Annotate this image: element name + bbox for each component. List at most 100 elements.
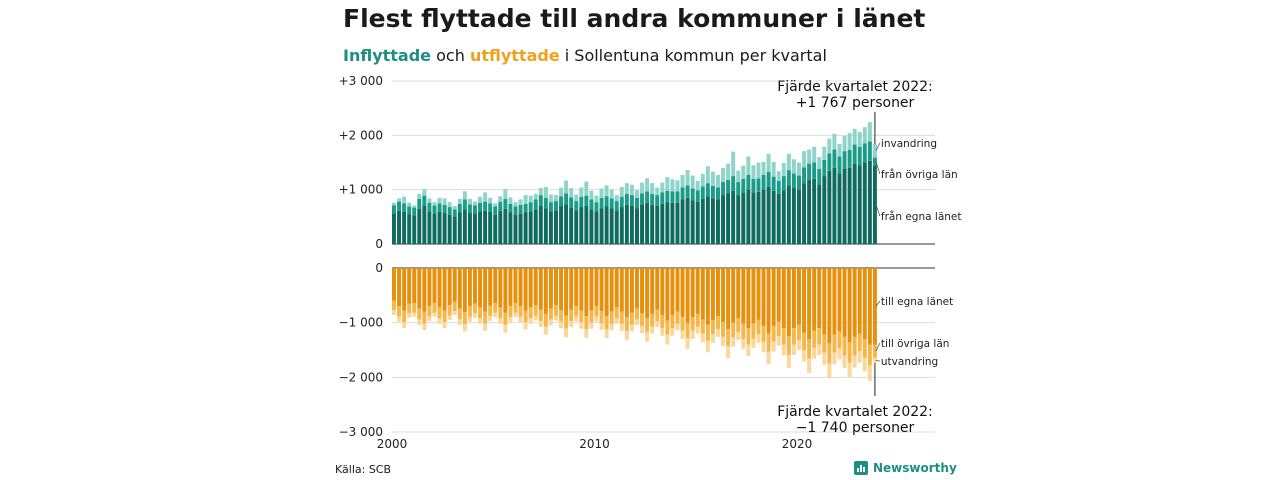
bar-out-ovriga — [655, 309, 660, 322]
bar-in-egna — [392, 213, 396, 244]
bar-in-invandring — [589, 190, 594, 200]
bar-out-egna — [554, 268, 558, 306]
bar-out-ovriga — [528, 307, 533, 319]
bar-in-invandring — [751, 165, 756, 179]
bar-out-utvandring — [812, 347, 817, 359]
bar-out-ovriga — [731, 322, 736, 338]
bar-in-ovriga — [533, 199, 538, 210]
bar-out-utvandring — [528, 318, 533, 324]
bar-in-egna — [513, 214, 518, 244]
bar-out-ovriga — [629, 312, 634, 325]
bar-in-invandring — [478, 196, 483, 203]
bar-out-ovriga — [650, 313, 655, 327]
bar-in-egna — [437, 211, 442, 244]
bar-in-invandring — [503, 189, 508, 199]
bar-out-egna — [700, 268, 705, 320]
bar-out-utvandring — [457, 319, 462, 325]
bar-out-egna — [518, 268, 523, 307]
bar-in-invandring — [771, 161, 776, 177]
bar-out-utvandring — [807, 358, 812, 373]
bar-in-egna — [716, 199, 720, 244]
bar-in-egna — [781, 190, 786, 244]
bar-out-egna — [432, 268, 437, 303]
bar-out-utvandring — [766, 351, 771, 365]
bar-in-invandring — [635, 190, 639, 198]
bar-in-egna — [533, 209, 538, 244]
bar-out-ovriga — [493, 302, 498, 313]
bar-in-invandring — [721, 167, 726, 183]
bar-out-egna — [584, 268, 589, 317]
bar-in-egna — [417, 208, 422, 244]
bar-out-egna — [832, 268, 837, 335]
bar-in-ovriga — [872, 157, 877, 166]
bar-in-ovriga — [498, 201, 503, 211]
bar-out-ovriga — [609, 311, 614, 324]
bar-in-ovriga — [478, 202, 483, 212]
bar-out-egna — [781, 268, 786, 329]
bar-out-egna — [731, 268, 736, 323]
x-tick-label: 2010 — [579, 437, 610, 451]
bar-out-egna — [746, 268, 751, 329]
bar-in-ovriga — [857, 146, 862, 166]
bar-out-ovriga — [437, 307, 442, 319]
bar-out-utvandring — [569, 321, 574, 328]
bar-out-ovriga — [457, 308, 462, 320]
bar-out-utvandring — [559, 321, 564, 329]
bar-in-egna — [812, 178, 817, 244]
bar-in-egna — [559, 206, 564, 244]
bar-in-egna — [797, 189, 801, 244]
bar-in-egna — [427, 211, 432, 244]
bar-out-egna — [503, 268, 508, 313]
bar-in-invandring — [812, 146, 817, 163]
bar-in-ovriga — [695, 190, 700, 202]
bar-out-egna — [508, 268, 513, 307]
series-label-out-ovriga: till övriga län — [881, 338, 950, 350]
series-label-leader — [875, 204, 881, 217]
bar-out-ovriga — [503, 312, 508, 325]
bar-in-egna — [508, 212, 513, 244]
bar-in-egna — [857, 165, 862, 244]
bar-in-ovriga — [594, 202, 599, 212]
annotation-lower-line1: Fjärde kvartalet 2022: — [777, 404, 933, 420]
bar-out-egna — [807, 268, 812, 340]
bar-out-utvandring — [791, 344, 796, 355]
bar-out-ovriga — [822, 334, 827, 353]
bar-out-utvandring — [746, 344, 751, 357]
bar-in-egna — [817, 184, 822, 244]
bar-in-invandring — [857, 132, 862, 147]
bar-out-ovriga — [776, 321, 781, 337]
bar-out-ovriga — [604, 316, 609, 330]
bar-in-egna — [655, 205, 660, 244]
bar-in-invandring — [432, 202, 437, 206]
bar-in-invandring — [827, 138, 832, 154]
bar-in-ovriga — [538, 195, 543, 206]
bar-in-egna — [483, 210, 488, 244]
bar-in-ovriga — [452, 209, 457, 217]
bar-in-egna — [467, 213, 472, 244]
bar-out-utvandring — [670, 328, 675, 336]
bar-in-egna — [493, 214, 498, 244]
bar-out-egna — [716, 268, 720, 317]
bar-in-ovriga — [559, 196, 564, 207]
bar-in-invandring — [761, 161, 766, 175]
bar-out-utvandring — [397, 316, 402, 322]
bar-out-egna — [867, 268, 872, 345]
bar-in-ovriga — [832, 149, 837, 168]
upper-y-tick-label: +1 000 — [339, 183, 383, 197]
bar-out-ovriga — [518, 306, 523, 317]
bar-out-ovriga — [559, 310, 564, 322]
bar-out-ovriga — [832, 334, 837, 353]
bar-in-ovriga — [751, 178, 756, 193]
bar-in-ovriga — [640, 193, 645, 205]
bar-out-ovriga — [857, 333, 862, 352]
bar-in-egna — [771, 190, 776, 244]
series-label-in-invandring: invandring — [881, 138, 937, 150]
bar-out-ovriga — [817, 328, 822, 345]
bar-out-utvandring — [660, 328, 665, 336]
bar-out-utvandring — [665, 334, 670, 345]
bar-out-ovriga — [700, 319, 705, 334]
bar-out-utvandring — [827, 363, 832, 378]
bar-in-egna — [837, 173, 842, 244]
bar-in-invandring — [665, 177, 670, 191]
series-label-out-egna: till egna länet — [881, 296, 953, 308]
